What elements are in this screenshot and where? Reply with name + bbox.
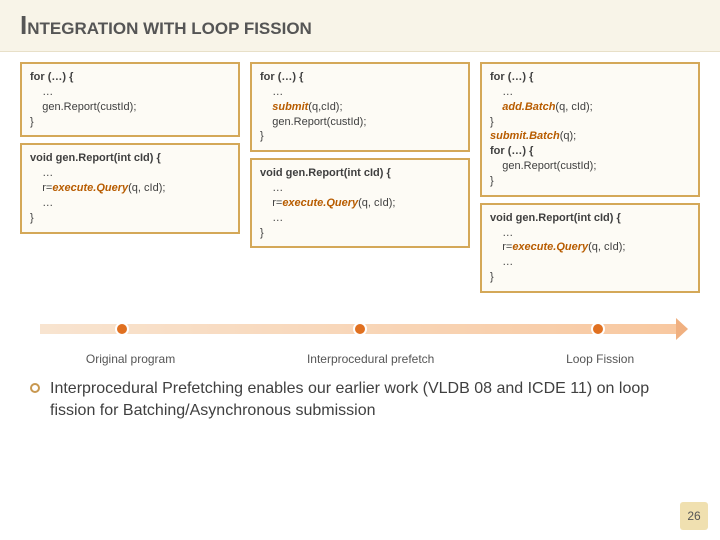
- title-part3: WITH LOOP FISSION: [138, 19, 311, 38]
- slide-title: INTEGRATION WITH LOOP FISSION: [20, 10, 700, 41]
- col-original: for (…) { … gen.Report(custId);} void ge…: [20, 62, 240, 299]
- code-box-2b: void gen.Report(int cId) { … r=execute.Q…: [250, 158, 470, 248]
- timeline-labels: Original program Interprocedural prefetc…: [20, 352, 700, 366]
- content-area: for (…) { … gen.Report(custId);} void ge…: [0, 52, 720, 431]
- timeline-dot: [353, 322, 367, 336]
- timeline-dot: [115, 322, 129, 336]
- code-box-3a: for (…) { … add.Batch(q, cId);}submit.Ba…: [480, 62, 700, 197]
- code-box-1a: for (…) { … gen.Report(custId);}: [20, 62, 240, 137]
- code-box-3b: void gen.Report(int cId) { … r=execute.Q…: [480, 203, 700, 293]
- code-columns: for (…) { … gen.Report(custId);} void ge…: [20, 62, 700, 299]
- col-fission: for (…) { … add.Batch(q, cId);}submit.Ba…: [480, 62, 700, 299]
- timeline: [20, 314, 700, 344]
- bullet-icon: [30, 383, 40, 393]
- title-bar: INTEGRATION WITH LOOP FISSION: [0, 0, 720, 52]
- timeline-arrow-icon: [676, 318, 688, 340]
- title-part2: NTEGRATION: [27, 19, 138, 38]
- label-original: Original program: [86, 352, 175, 366]
- code-box-2a: for (…) { … submit(q,cId); gen.Report(cu…: [250, 62, 470, 152]
- bullet-text: Interprocedural Prefetching enables our …: [50, 378, 690, 421]
- page-number: 26: [680, 502, 708, 530]
- bullet-row: Interprocedural Prefetching enables our …: [20, 378, 700, 421]
- label-fission: Loop Fission: [566, 352, 634, 366]
- col-prefetch: for (…) { … submit(q,cId); gen.Report(cu…: [250, 62, 470, 299]
- timeline-dot: [591, 322, 605, 336]
- label-prefetch: Interprocedural prefetch: [307, 352, 434, 366]
- code-box-1b: void gen.Report(int cId) { … r=execute.Q…: [20, 143, 240, 233]
